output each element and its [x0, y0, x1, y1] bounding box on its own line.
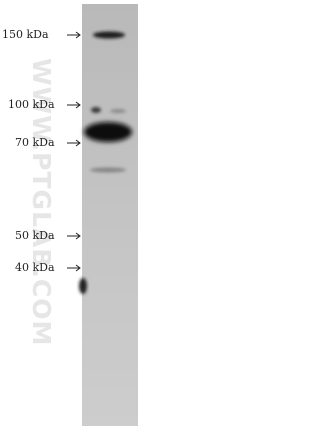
- marker-label: 100 kDa: [8, 98, 55, 111]
- blot-figure: WWW.PTGLAB.COM 150 kDa 100 kDa 70 kDa 50…: [0, 0, 150, 428]
- arrow: [67, 139, 81, 147]
- arrow: [67, 31, 81, 39]
- band: [90, 167, 126, 173]
- band: [93, 31, 125, 39]
- band: [84, 122, 132, 142]
- marker-label: 40 kDa: [15, 261, 55, 274]
- arrow: [67, 264, 81, 272]
- band: [110, 109, 126, 113]
- blot-spot: [79, 278, 87, 294]
- watermark: WWW.PTGLAB.COM: [27, 58, 56, 346]
- marker-label: 150 kDa: [2, 28, 49, 41]
- marker-arrows: [67, 31, 81, 272]
- marker-label: 50 kDa: [15, 229, 55, 242]
- marker-label: 70 kDa: [15, 136, 55, 149]
- band: [91, 107, 101, 113]
- lane: [82, 4, 138, 426]
- arrow: [67, 232, 81, 240]
- marker-labels: 150 kDa 100 kDa 70 kDa 50 kDa 40 kDa: [2, 28, 55, 274]
- arrow: [67, 101, 81, 109]
